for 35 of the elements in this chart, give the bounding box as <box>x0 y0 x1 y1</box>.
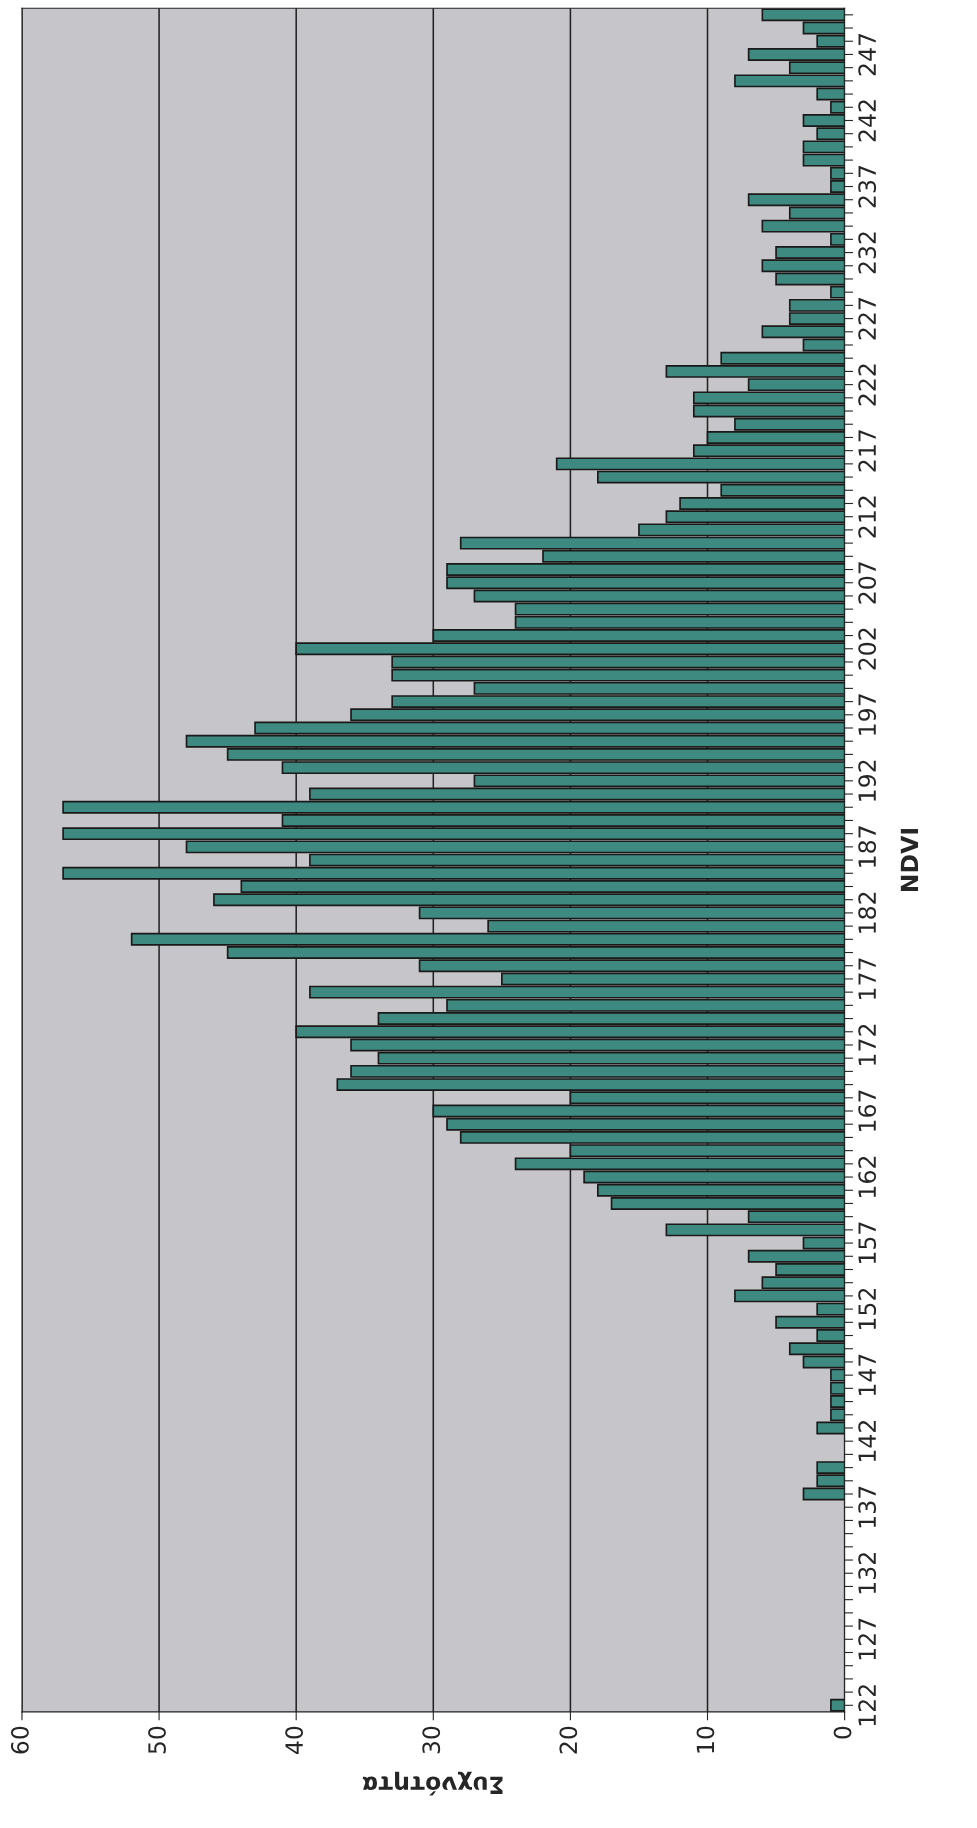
y-tick-label: 202 <box>858 628 877 670</box>
y-tick-label: 222 <box>858 364 876 406</box>
y-tick-label: 147 <box>858 1354 876 1396</box>
y-tick-label: 187 <box>858 826 877 867</box>
x-axis-title: Συχνότητα <box>362 1771 503 1796</box>
y-tick-label: 182 <box>858 892 877 933</box>
y-tick-label: 192 <box>858 760 877 801</box>
y-tick-label: 197 <box>858 694 877 735</box>
y-tick-label: 122 <box>858 1685 876 1726</box>
y-tick-label: 242 <box>858 100 876 142</box>
y-axis-title: NDVI <box>900 829 919 892</box>
y-tick-label: 127 <box>858 1618 876 1660</box>
y-tick-label: 157 <box>858 1222 877 1264</box>
y-tick-label: 232 <box>858 232 877 274</box>
x-tick-label: 10 <box>696 1726 715 1753</box>
y-tick-label: 207 <box>858 562 877 604</box>
y-tick-label: 162 <box>858 1156 877 1197</box>
y-tick-label: 247 <box>858 33 876 76</box>
y-tick-label: 227 <box>858 298 876 340</box>
y-tick-label: 137 <box>858 1486 877 1528</box>
x-tick-label: 60 <box>10 1726 29 1754</box>
y-tick-label: 177 <box>858 958 876 999</box>
y-tick-label: 132 <box>858 1553 877 1594</box>
x-tick-label: 20 <box>559 1726 578 1754</box>
x-tick-label: 40 <box>285 1726 304 1755</box>
x-tick-label: 50 <box>148 1726 166 1754</box>
y-tick-label: 217 <box>858 430 876 472</box>
y-tick-label: 212 <box>858 496 876 538</box>
y-tick-label: 142 <box>858 1421 876 1462</box>
y-tick-label: 237 <box>858 166 877 208</box>
y-tick-label: 152 <box>858 1288 877 1330</box>
x-tick-label: 0 <box>833 1726 852 1739</box>
y-tick-label: 172 <box>858 1024 876 1065</box>
x-tick-label: 30 <box>422 1726 441 1754</box>
y-tick-label: 167 <box>858 1090 877 1131</box>
